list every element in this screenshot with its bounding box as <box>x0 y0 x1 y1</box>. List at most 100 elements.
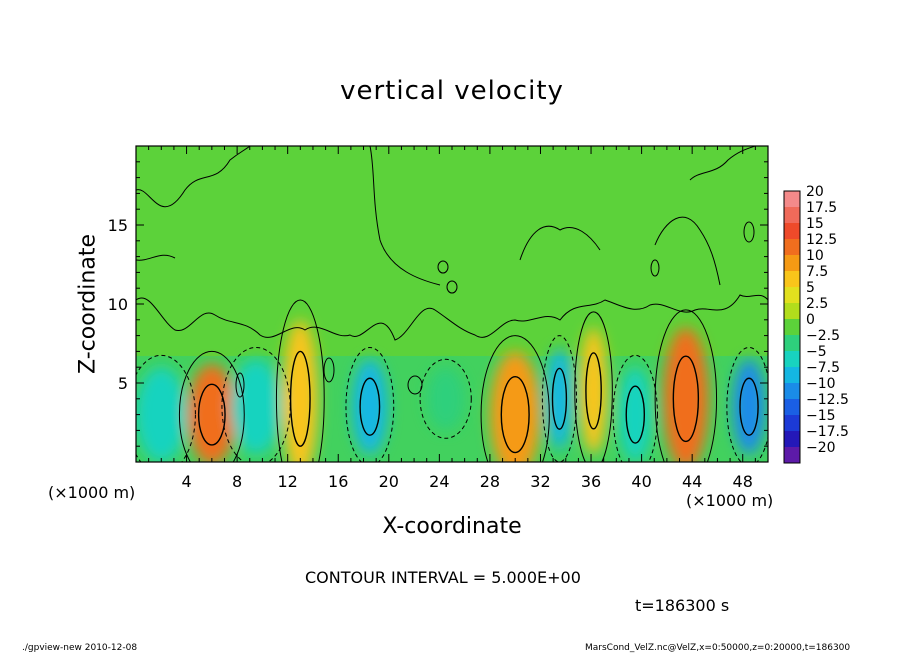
x-unit-label: (×1000 m) <box>48 483 136 502</box>
heatmap-cell-9 <box>618 367 652 462</box>
colorbar-swatch-8 <box>784 319 800 335</box>
contour-interval: CONTOUR INTERVAL = 5.000E+00 <box>305 568 581 587</box>
heatmap-cell-5 <box>426 367 465 431</box>
colorbar-swatch-11 <box>784 367 800 383</box>
contour-lines <box>136 146 768 462</box>
colorbar-swatch-6 <box>784 287 800 303</box>
colorbar-swatch-0 <box>784 191 800 207</box>
cell-contour-1 <box>275 299 325 462</box>
heatmap-cell-7 <box>546 348 573 450</box>
cell-contour-2 <box>345 346 395 462</box>
heatmap-cell-0 <box>187 364 236 462</box>
heatmap-cells <box>136 319 766 462</box>
colorbar-label-16: −20 <box>806 440 836 456</box>
colorbar-swatch-5 <box>784 271 800 287</box>
colorbar-swatch-1 <box>784 207 800 223</box>
colorbar-swatch-12 <box>784 383 800 399</box>
cell-contour-inner-2 <box>359 377 381 436</box>
colorbar-label-12: −10 <box>806 376 836 392</box>
colorbar-label-13: −12.5 <box>806 392 849 408</box>
cell-contour-inner-0 <box>197 383 226 446</box>
x-axis-title: X-coordinate <box>382 514 522 539</box>
y-tick-label-1: 10 <box>108 295 128 314</box>
colorbar-swatch-16 <box>784 447 800 463</box>
contour-closed-1 <box>437 260 449 274</box>
cell-contour-inner-8 <box>585 352 602 430</box>
x-tick-label-3: 16 <box>328 472 348 491</box>
colorbar-label-5: 7.5 <box>806 264 828 280</box>
cell-contour-8 <box>574 311 613 462</box>
cell-contour-6 <box>480 335 550 462</box>
heatmap-cell-3 <box>136 367 187 462</box>
contour-closed-3 <box>650 259 660 277</box>
cell-contour-inner-7 <box>551 367 568 430</box>
cell-contour-inner-1 <box>289 350 311 447</box>
colorbar-swatch-4 <box>784 255 800 271</box>
cell-contour-7 <box>541 335 577 462</box>
colorbar-label-7: 2.5 <box>806 296 828 312</box>
contour-closed-7 <box>407 375 423 395</box>
x-tick-label-4: 20 <box>379 472 399 491</box>
colorbar-label-11: −7.5 <box>806 360 840 376</box>
colorbar-swatch-13 <box>784 399 800 415</box>
cell-contour-inner-9 <box>625 385 646 444</box>
heatmap-cell-2 <box>352 359 388 455</box>
x-tick-label-10: 44 <box>682 472 702 491</box>
cell-contour-inner-10 <box>672 355 700 443</box>
heatmap-cell-8 <box>579 327 608 455</box>
y-tick-label-2: 15 <box>108 216 128 235</box>
colorbar-swatch-7 <box>784 303 800 319</box>
colorbar: 2017.51512.5107.552.50−2.5−5−7.5−10−12.5… <box>783 184 849 464</box>
y-unit-label: (×1000 m) <box>686 491 774 510</box>
x-tick-label-5: 24 <box>429 472 449 491</box>
contour-closed-6 <box>323 357 335 383</box>
colorbar-label-4: 10 <box>806 248 824 264</box>
colorbar-label-0: 20 <box>806 184 824 200</box>
contour-zero-line <box>136 294 768 341</box>
colorbar-label-14: −15 <box>806 408 836 424</box>
chart-title: vertical velocity <box>340 76 564 106</box>
heatmap-cell-11 <box>732 359 766 455</box>
colorbar-frame <box>783 190 801 464</box>
contour-closed-2 <box>446 280 458 294</box>
colorbar-label-8: 0 <box>806 312 815 328</box>
y-tick-label-0: 5 <box>118 374 128 393</box>
heatmap-cell-1 <box>282 319 319 462</box>
colorbar-swatch-3 <box>784 239 800 255</box>
colorbar-label-2: 15 <box>806 216 824 232</box>
colorbar-swatch-15 <box>784 431 800 447</box>
heatmap-cell-10 <box>663 327 709 462</box>
cell-contour-0 <box>178 350 245 462</box>
colorbar-label-1: 17.5 <box>806 200 837 216</box>
y-axis-title: Z-coordinate <box>75 234 101 374</box>
contour-closed-5 <box>235 372 245 398</box>
x-tick-label-9: 40 <box>631 472 651 491</box>
cell-contour-9 <box>612 354 658 462</box>
cell-contour-11 <box>726 346 768 462</box>
cell-contour-10 <box>654 309 718 462</box>
x-tick-label-0: 4 <box>181 472 191 491</box>
cell-contour-4 <box>221 346 291 462</box>
colorbar-label-9: −2.5 <box>806 328 840 344</box>
colorbar-label-6: 5 <box>806 280 815 296</box>
footer-right: MarsCond_VelZ.nc@VelZ,x=0:50000,z=0:2000… <box>585 643 851 653</box>
colorbar-swatch-10 <box>784 351 800 367</box>
heatmap-cell-6 <box>489 351 541 462</box>
x-tick-label-7: 32 <box>530 472 550 491</box>
x-tick-label-11: 48 <box>733 472 753 491</box>
colorbar-swatch-2 <box>784 223 800 239</box>
x-tick-label-2: 12 <box>278 472 298 491</box>
x-tick-label-8: 36 <box>581 472 601 491</box>
x-tick-label-1: 8 <box>232 472 242 491</box>
cell-contour-3 <box>136 354 196 462</box>
colorbar-label-15: −17.5 <box>806 424 849 440</box>
cell-contour-inner-6 <box>500 375 530 454</box>
footer-left: ./gpview-new 2010-12-08 <box>22 643 138 653</box>
cell-contour-5 <box>419 358 472 439</box>
time-label: t=186300 s <box>635 596 730 615</box>
cell-contour-inner-11 <box>739 377 759 436</box>
colorbar-label-10: −5 <box>806 344 827 360</box>
